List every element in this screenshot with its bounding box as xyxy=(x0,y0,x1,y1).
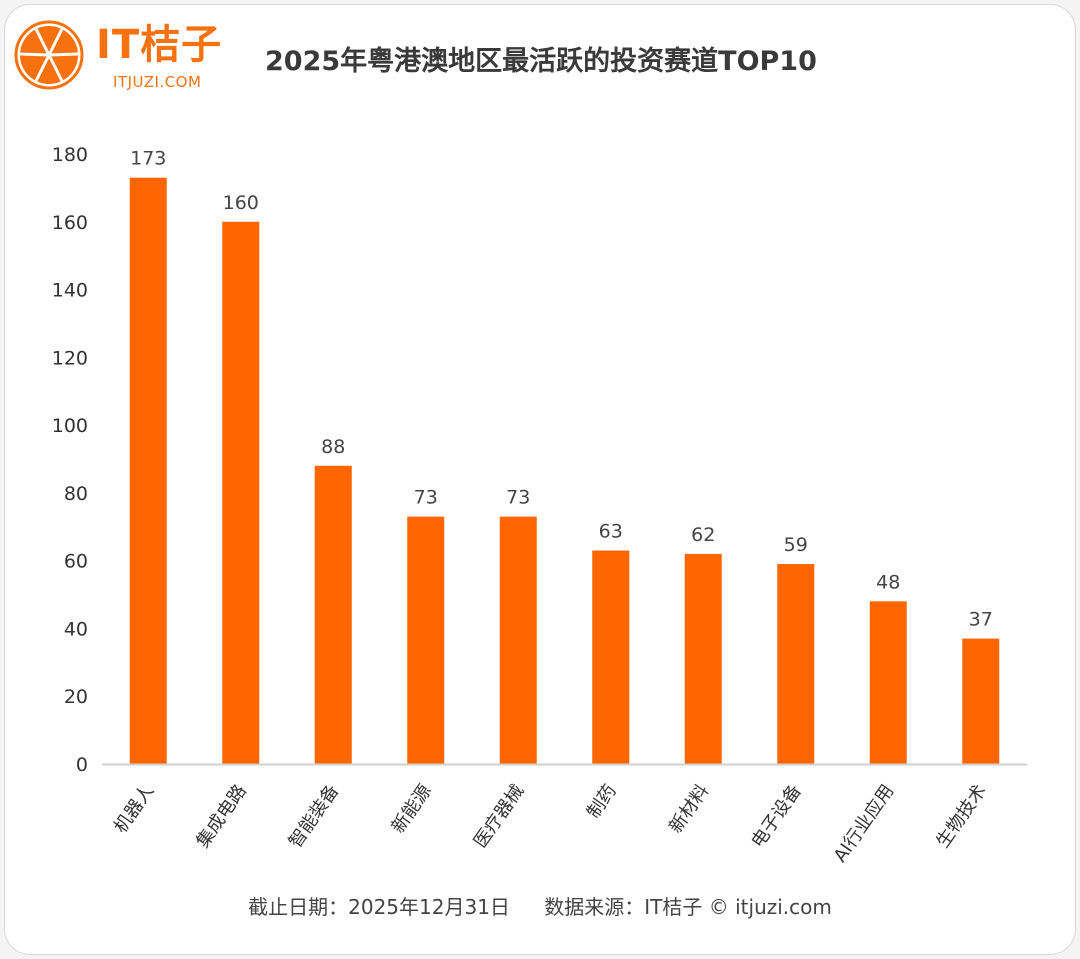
data-label: 63 xyxy=(599,521,623,543)
data-label: 62 xyxy=(691,524,715,546)
brand-name: IT桔子 xyxy=(96,22,223,68)
x-tick-label: AI行业应用 xyxy=(830,781,899,866)
x-tick-label: 新能源 xyxy=(388,781,436,837)
x-tick-label: 电子设备 xyxy=(747,781,805,852)
data-label: 48 xyxy=(876,571,900,593)
data-label: 88 xyxy=(321,436,345,458)
footer: 截止日期：2025年12月31日 数据来源：IT桔子 © itjuzi.com xyxy=(0,893,1080,921)
bar xyxy=(314,465,352,764)
footer-source: 数据来源：IT桔子 © itjuzi.com xyxy=(544,895,832,919)
data-label: 73 xyxy=(506,487,530,509)
bar xyxy=(869,601,907,764)
bar xyxy=(222,221,260,764)
y-tick-label: 140 xyxy=(52,280,88,302)
data-label: 160 xyxy=(223,192,259,214)
bar xyxy=(499,516,537,764)
footer-date: 截止日期：2025年12月31日 xyxy=(248,895,510,919)
data-label: 73 xyxy=(414,487,438,509)
chart-card xyxy=(4,4,1076,955)
x-tick-label: 机器人 xyxy=(110,781,158,837)
y-tick-label: 120 xyxy=(52,347,88,369)
bar xyxy=(592,550,630,764)
y-tick-label: 80 xyxy=(64,483,88,505)
y-tick-label: 60 xyxy=(64,551,88,573)
bar xyxy=(407,516,445,764)
y-tick-label: 40 xyxy=(64,618,88,640)
bar xyxy=(129,177,167,764)
x-tick-label: 生物技术 xyxy=(932,781,990,852)
bar xyxy=(777,564,815,764)
data-label: 173 xyxy=(130,148,166,170)
x-tick-label: 医疗器械 xyxy=(470,781,528,852)
bar xyxy=(962,638,1000,764)
data-label: 37 xyxy=(969,609,993,631)
y-tick-label: 160 xyxy=(52,212,88,234)
data-label: 59 xyxy=(784,534,808,556)
x-tick-label: 智能装备 xyxy=(285,781,343,852)
orange-logo-icon xyxy=(14,20,84,90)
x-tick-label: 制药 xyxy=(583,781,621,823)
brand-url: ITJUZI.COM xyxy=(113,73,202,91)
y-tick-label: 180 xyxy=(52,144,88,166)
x-tick-label: 新材料 xyxy=(665,781,713,837)
y-tick-label: 100 xyxy=(52,415,88,437)
bar xyxy=(684,553,722,764)
x-tick-label: 集成电路 xyxy=(192,781,250,852)
chart-title: 2025年粤港澳地区最活跃的投资赛道TOP10 xyxy=(265,46,817,77)
y-tick-label: 0 xyxy=(76,754,88,776)
y-tick-label: 20 xyxy=(64,686,88,708)
